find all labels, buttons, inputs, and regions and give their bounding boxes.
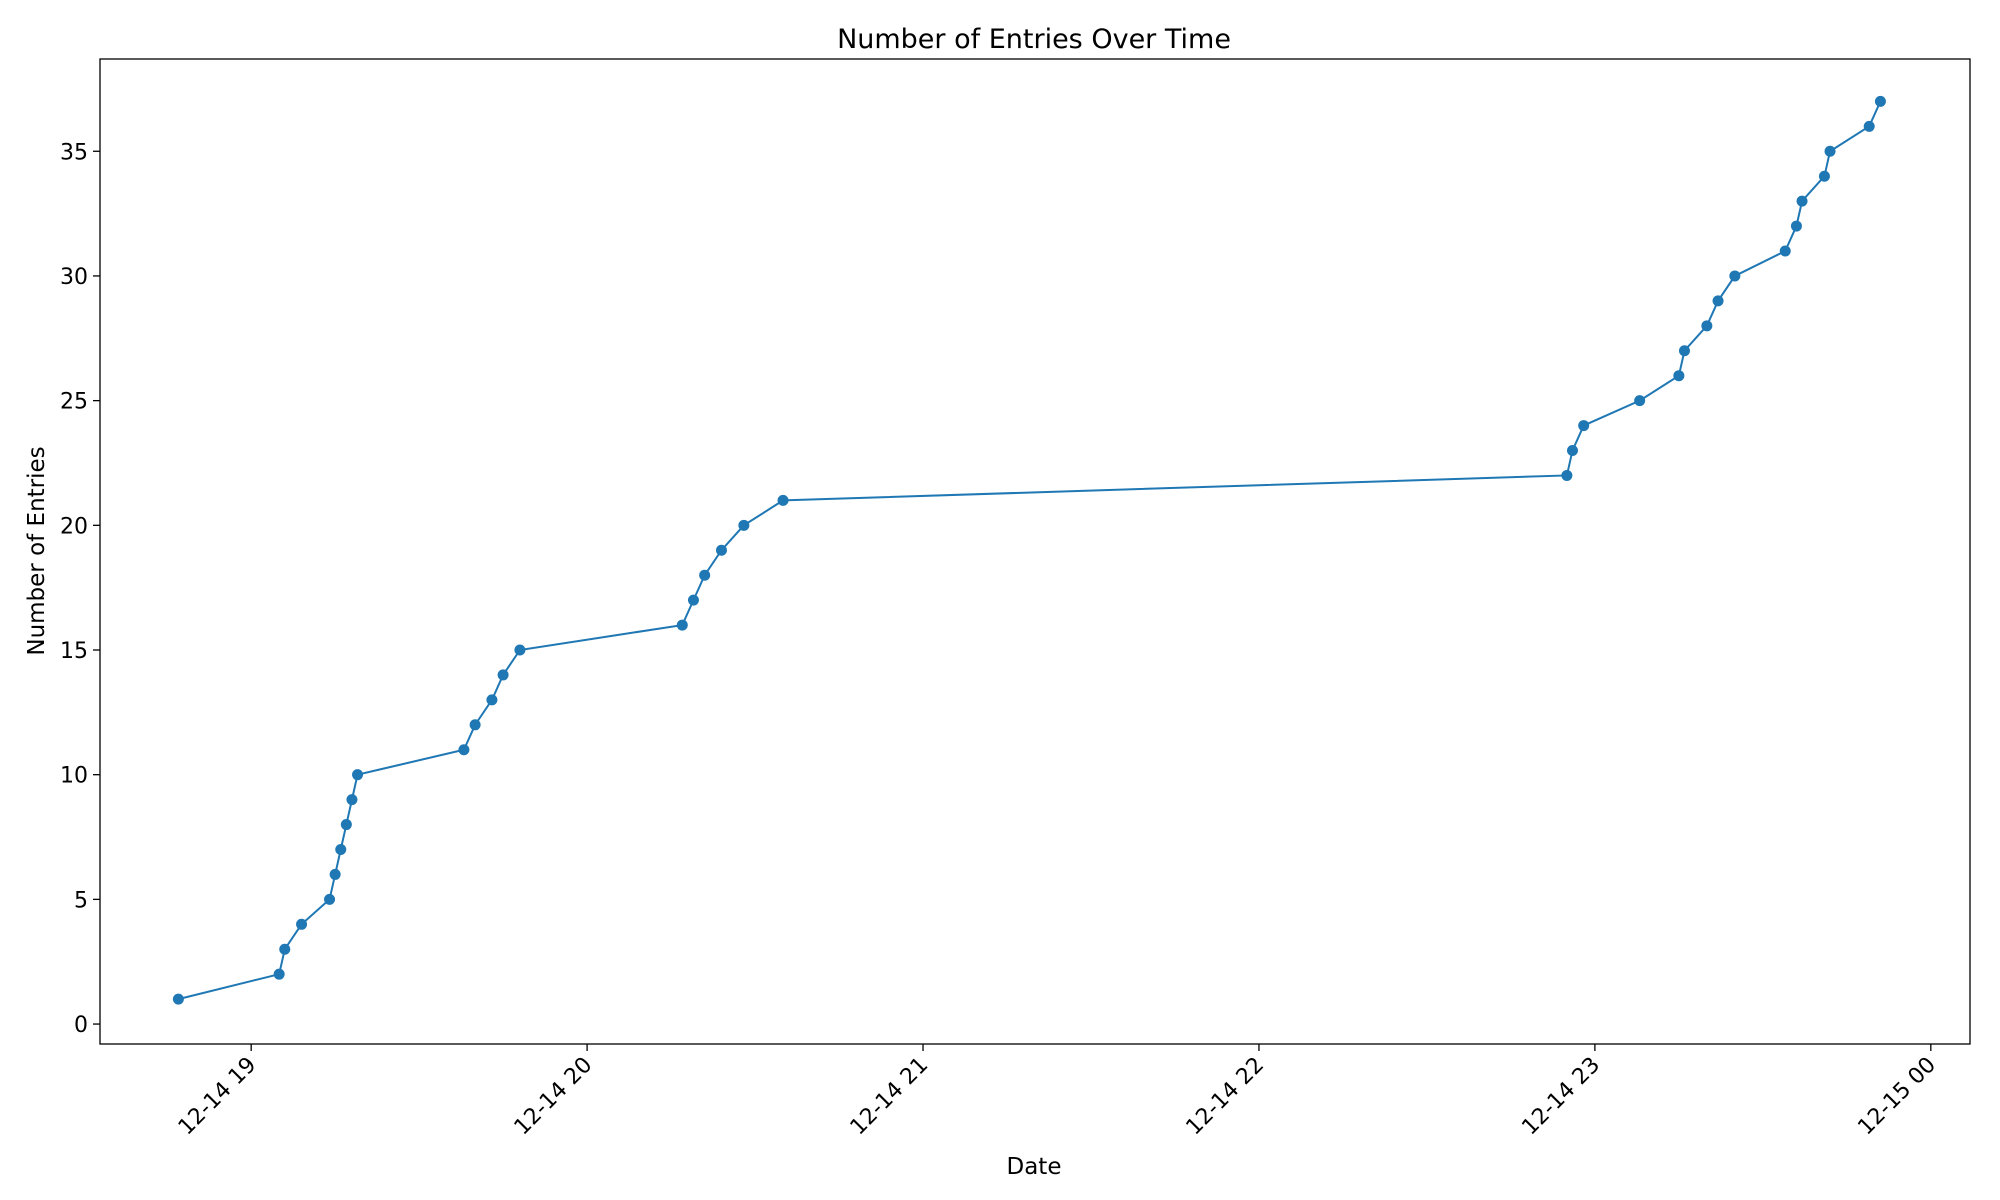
- data-point: [273, 968, 285, 980]
- x-tick-label: 12-14 21: [846, 1053, 934, 1141]
- data-point: [1701, 320, 1713, 332]
- data-point: [352, 769, 364, 781]
- data-point: [699, 569, 711, 581]
- data-point: [296, 918, 308, 930]
- y-tick-label: 0: [74, 1013, 88, 1038]
- plot-frame: [99, 58, 1971, 1045]
- data-point: [497, 669, 509, 681]
- data-point: [777, 494, 789, 506]
- y-tick-label: 5: [74, 888, 88, 913]
- data-point: [687, 594, 699, 606]
- data-point: [1673, 370, 1685, 382]
- plot-area: 0 5 10 15 20 25 30 35 12-14 19 12-14 20 12-14 21 12…: [60, 58, 1971, 1141]
- data-point: [469, 719, 481, 731]
- x-tick-label: 12-14 23: [1517, 1053, 1605, 1141]
- data-point: [172, 993, 184, 1005]
- data-point: [1824, 145, 1836, 157]
- x-axis-label: Date: [1007, 1154, 1062, 1180]
- y-tick-label: 35: [60, 140, 88, 165]
- data-point: [340, 819, 352, 831]
- data-point: [514, 644, 526, 656]
- data-point: [1818, 170, 1830, 182]
- data-point: [458, 744, 470, 756]
- data-point: [715, 544, 727, 556]
- y-tick-label: 30: [60, 265, 88, 290]
- data-point: [1729, 270, 1741, 282]
- x-tick-label: 12-14 19: [174, 1053, 262, 1141]
- data-point: [335, 843, 347, 855]
- data-point: [1712, 295, 1724, 307]
- data-point: [1578, 420, 1590, 432]
- data-point: [324, 893, 336, 905]
- data-point: [1790, 220, 1802, 232]
- data-point: [329, 868, 341, 880]
- x-tick-label: 12-14 20: [510, 1053, 598, 1141]
- data-point: [346, 794, 358, 806]
- data-point: [1634, 395, 1646, 407]
- y-tick-label: 15: [60, 639, 88, 664]
- y-tick-label: 25: [60, 390, 88, 415]
- data-point: [738, 519, 750, 531]
- chart-title: Number of Entries Over Time: [837, 24, 1231, 55]
- data-point: [1874, 95, 1886, 107]
- data-point: [1863, 120, 1875, 132]
- data-point: [1561, 469, 1573, 481]
- series-line: [178, 100, 1882, 1001]
- y-tick-label: 10: [60, 764, 88, 789]
- data-point: [1796, 195, 1808, 207]
- data-point: [1566, 445, 1578, 457]
- data-point: [486, 694, 498, 706]
- y-axis-label: Number of Entries: [24, 446, 50, 655]
- x-tick-label: 12-15 00: [1853, 1053, 1941, 1141]
- x-tick-label: 12-14 22: [1182, 1053, 1270, 1141]
- data-point: [1779, 245, 1791, 257]
- data-point: [279, 943, 291, 955]
- y-tick-label: 20: [60, 514, 88, 539]
- data-point: [1678, 345, 1690, 357]
- data-point: [676, 619, 688, 631]
